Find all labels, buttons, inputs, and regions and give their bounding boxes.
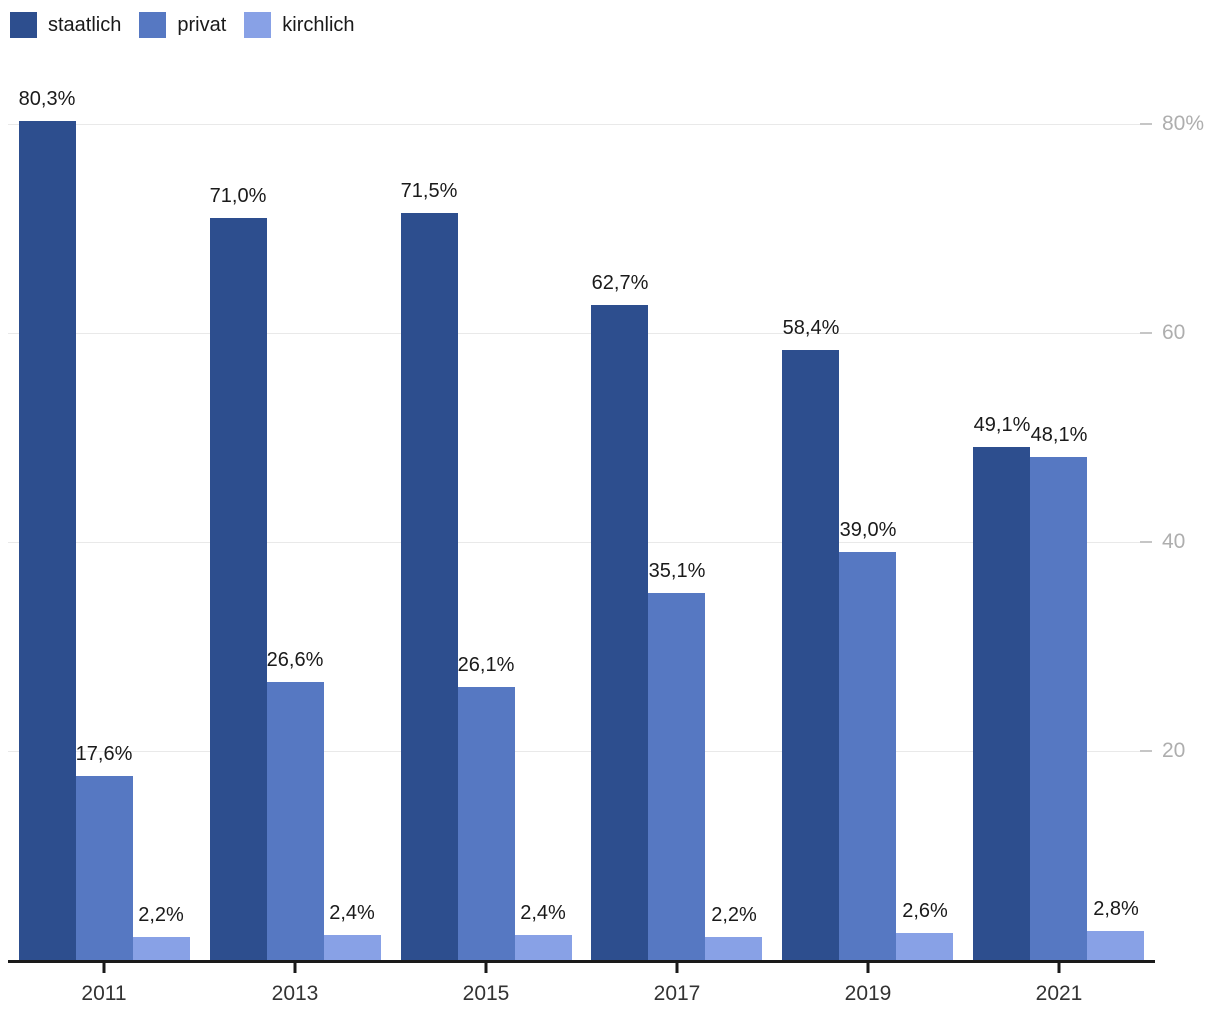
bar-kirchlich-2013[interactable]	[324, 935, 381, 960]
x-axis-tick-2013	[293, 963, 297, 973]
x-axis-line	[8, 960, 1155, 963]
x-axis-label-2017: 2017	[653, 982, 701, 1005]
bar-privat-2017[interactable]	[648, 593, 705, 960]
x-axis-label-2011: 2011	[81, 982, 127, 1005]
bar-privat-2019[interactable]	[839, 552, 896, 960]
legend-label: staatlich	[48, 14, 122, 36]
value-label-staatlich-2013: 71,0%	[209, 185, 267, 207]
value-label-staatlich-2011: 80,3%	[18, 88, 76, 110]
bar-privat-2011[interactable]	[76, 776, 133, 960]
bar-staatlich-2019[interactable]	[782, 350, 839, 960]
bar-kirchlich-2017[interactable]	[705, 937, 762, 960]
y-axis-label-60: 60	[1162, 321, 1186, 344]
gridline-40	[8, 542, 1152, 543]
bar-staatlich-2015[interactable]	[401, 213, 458, 960]
value-label-staatlich-2015: 71,5%	[400, 180, 458, 202]
value-label-privat-2017: 35,1%	[648, 560, 706, 582]
x-axis-label-2021: 2021	[1035, 982, 1083, 1005]
x-axis-label-2015: 2015	[462, 982, 510, 1005]
legend-item-kirchlich: kirchlich	[244, 12, 355, 38]
x-axis-tick-2021	[1057, 963, 1061, 973]
legend-label: privat	[177, 14, 227, 36]
legend: staatlich privat kirchlich	[10, 12, 373, 38]
bar-kirchlich-2019[interactable]	[896, 933, 953, 960]
legend-label: kirchlich	[282, 14, 355, 36]
value-label-privat-2021: 48,1%	[1030, 424, 1088, 446]
bar-kirchlich-2015[interactable]	[515, 935, 572, 960]
bar-kirchlich-2021[interactable]	[1087, 931, 1144, 960]
value-label-kirchlich-2015: 2,4%	[520, 902, 566, 924]
value-label-kirchlich-2011: 2,2%	[138, 904, 184, 926]
bar-staatlich-2017[interactable]	[591, 305, 648, 960]
y-axis-tick-40	[1140, 541, 1152, 543]
bar-staatlich-2021[interactable]	[973, 447, 1030, 960]
legend-swatch-privat	[139, 12, 167, 38]
y-axis-tick-60	[1140, 332, 1152, 334]
y-axis-label-80: 80%	[1162, 112, 1205, 135]
gridline-20	[8, 751, 1152, 752]
bar-privat-2015[interactable]	[458, 687, 515, 960]
bar-privat-2021[interactable]	[1030, 457, 1087, 960]
value-label-kirchlich-2021: 2,8%	[1093, 898, 1139, 920]
legend-swatch-kirchlich	[244, 12, 272, 38]
bar-staatlich-2011[interactable]	[19, 121, 76, 960]
value-label-privat-2019: 39,0%	[839, 519, 897, 541]
value-label-staatlich-2017: 62,7%	[591, 272, 649, 294]
x-axis-tick-2017	[675, 963, 679, 973]
x-axis-label-2013: 2013	[271, 982, 319, 1005]
y-axis-tick-20	[1140, 750, 1152, 752]
legend-swatch-staatlich	[10, 12, 37, 38]
legend-item-privat: privat	[139, 12, 226, 38]
y-axis-label-40: 40	[1162, 530, 1186, 553]
value-label-staatlich-2021: 49,1%	[973, 414, 1031, 436]
value-label-privat-2011: 17,6%	[75, 743, 133, 765]
y-axis-tick-80	[1140, 123, 1152, 125]
legend-item-staatlich: staatlich	[10, 12, 121, 38]
value-label-staatlich-2019: 58,4%	[782, 317, 840, 339]
value-label-kirchlich-2013: 2,4%	[329, 902, 375, 924]
bar-staatlich-2013[interactable]	[210, 218, 267, 960]
value-label-privat-2013: 26,6%	[266, 649, 324, 671]
bar-privat-2013[interactable]	[267, 682, 324, 960]
y-axis-label-20: 20	[1162, 739, 1186, 762]
value-label-kirchlich-2017: 2,2%	[711, 904, 757, 926]
x-axis-tick-2019	[866, 963, 870, 973]
value-label-kirchlich-2019: 2,6%	[902, 900, 948, 922]
gridline-60	[8, 333, 1152, 334]
bar-kirchlich-2011[interactable]	[133, 937, 190, 960]
gridline-80	[8, 124, 1152, 125]
x-axis-label-2019: 2019	[844, 982, 892, 1005]
x-axis-tick-2011	[102, 963, 106, 973]
x-axis-tick-2015	[484, 963, 488, 973]
value-label-privat-2015: 26,1%	[457, 654, 515, 676]
